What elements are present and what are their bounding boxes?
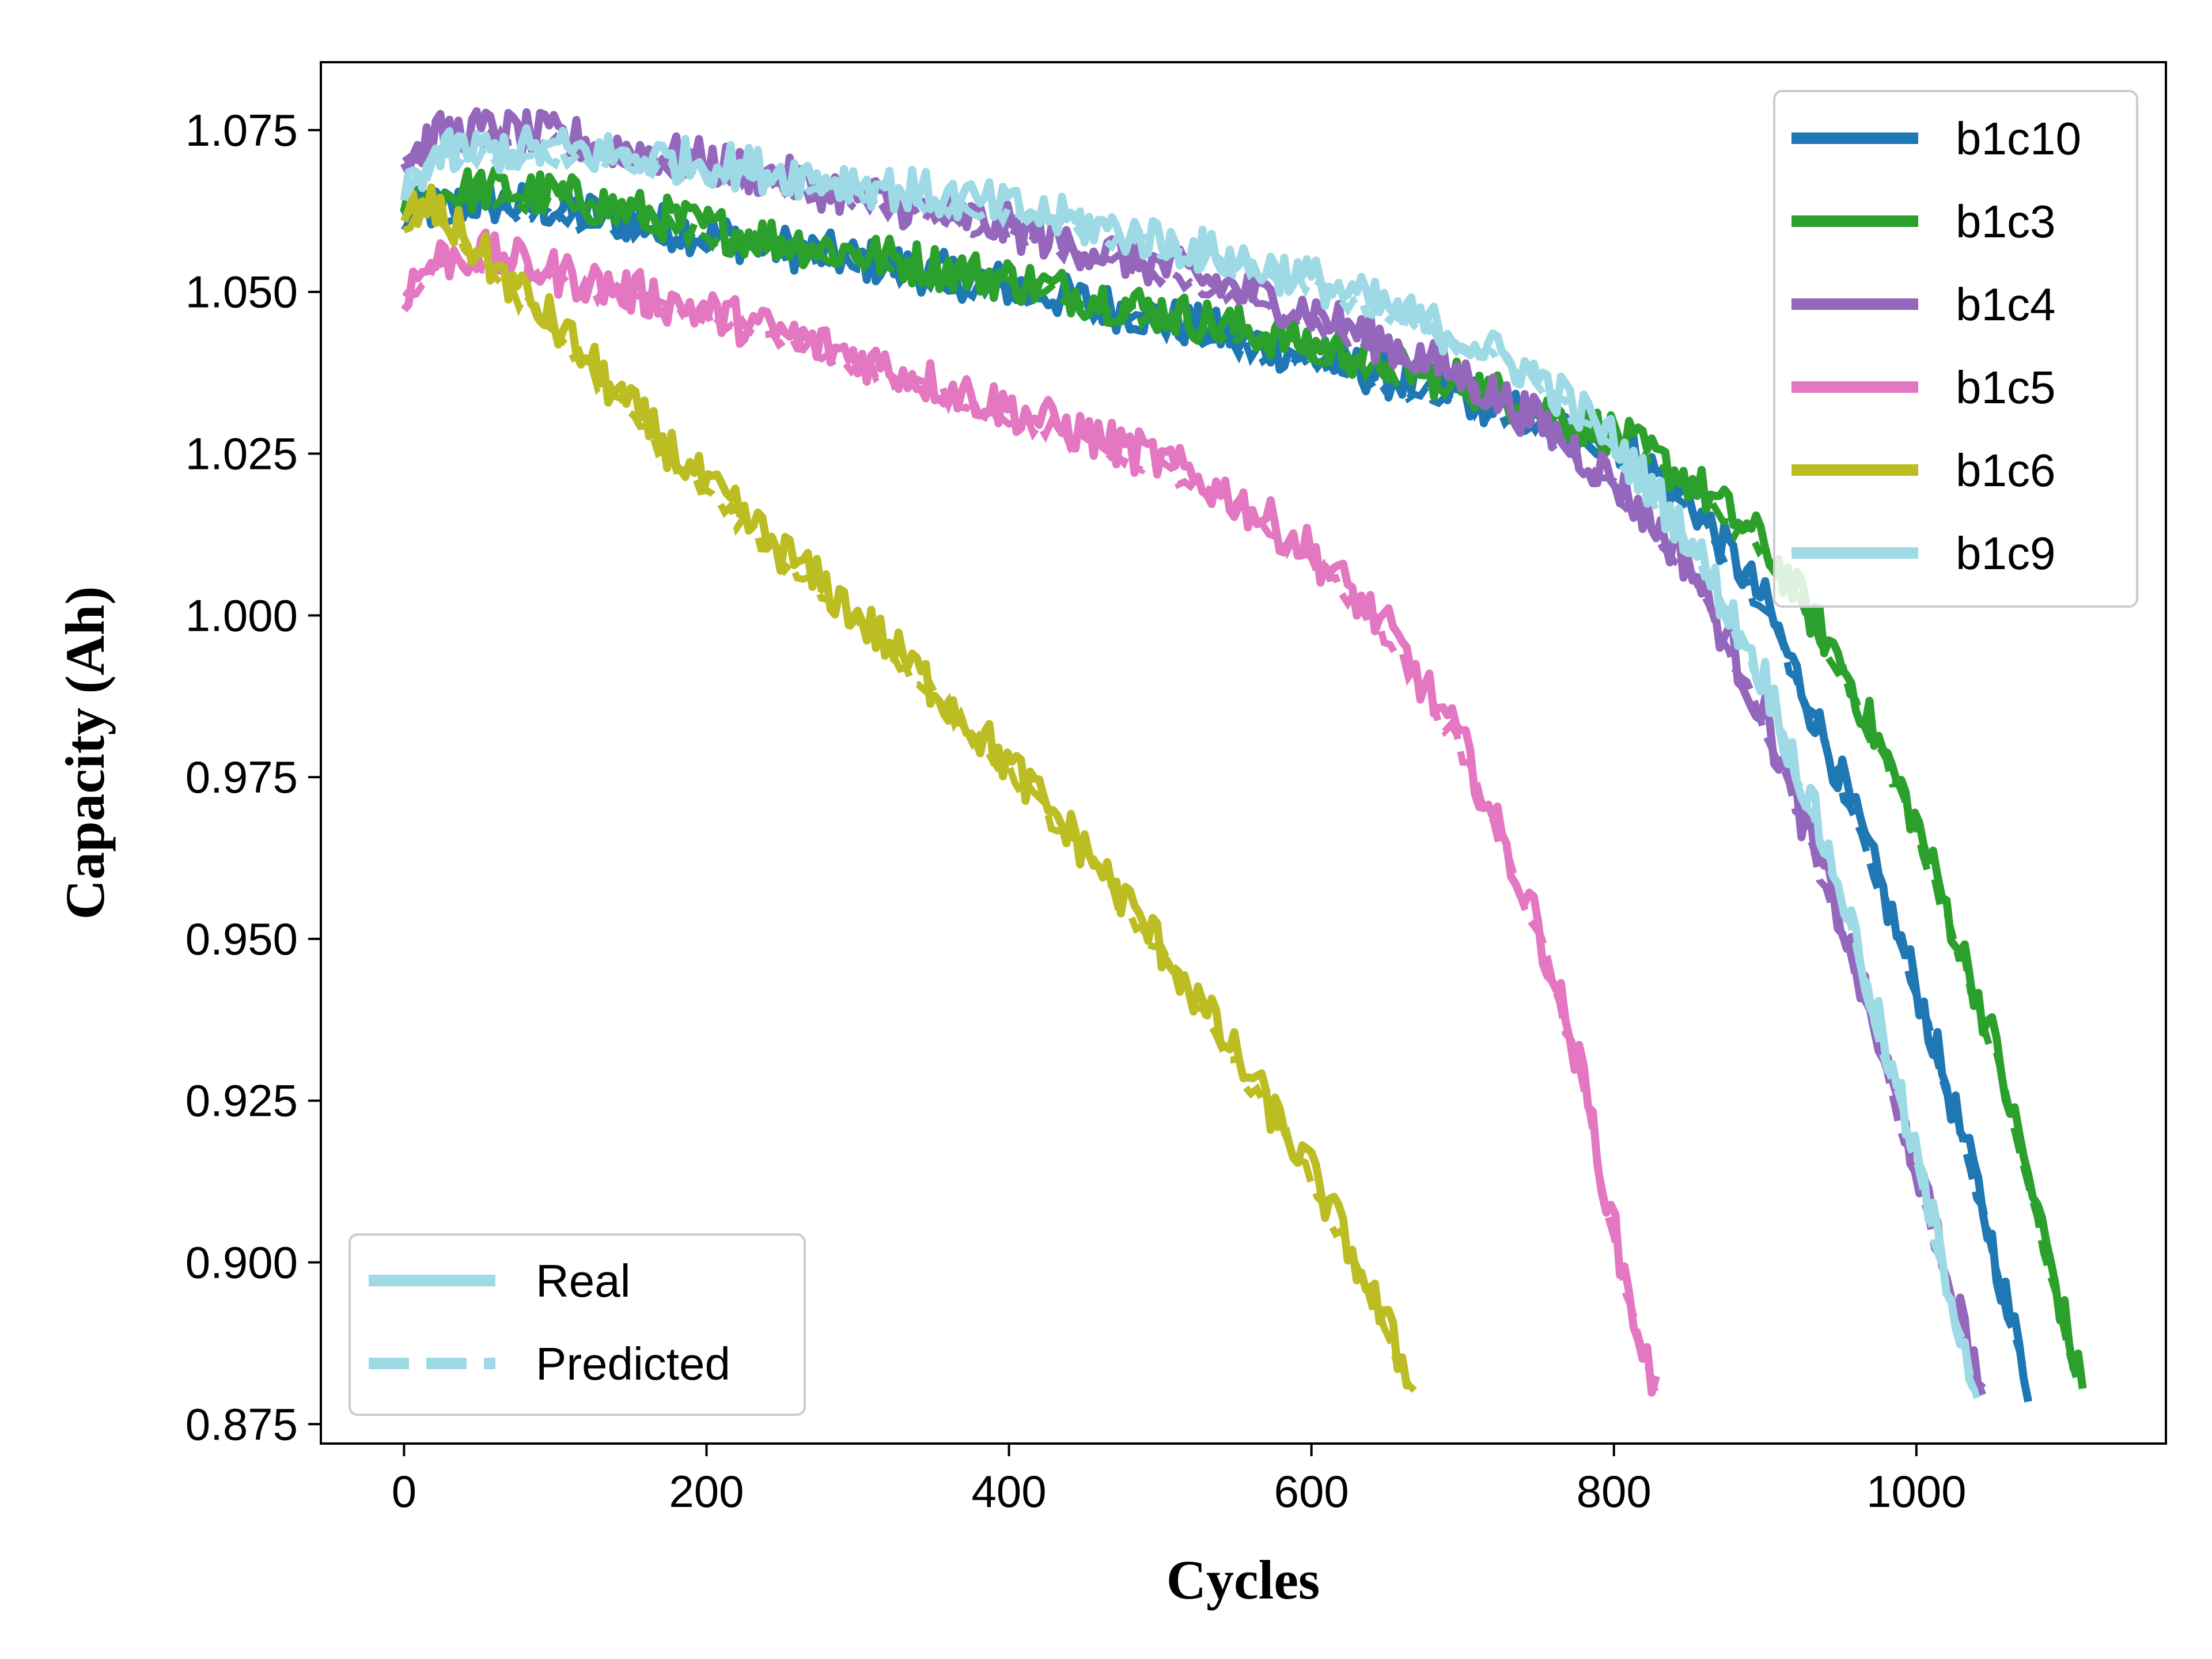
x-tick-label: 400 [971,1466,1046,1517]
y-tick-label: 1.000 [185,590,298,641]
legend-style: Real Predicted [349,1233,806,1416]
y-tick-label: 0.950 [185,914,298,964]
series-b1c4-predicted-line [402,124,1986,1396]
legend-label-b1c9: b1c9 [1956,528,2055,579]
legend-real-label: Real [536,1255,631,1306]
legend-label-b1c5: b1c5 [1956,362,2055,413]
y-tick-label: 0.925 [185,1075,298,1126]
series-b1c6-real-line [400,183,1414,1390]
legend-label-b1c10: b1c10 [1956,113,2081,164]
legend-label-b1c3: b1c3 [1956,196,2055,247]
series-b1c6-predicted-line [403,210,1417,1393]
legend-series: b1c10 b1c3 b1c4 b1c5 b1c6 b1c9 [1773,90,2138,608]
y-tick-label: 0.900 [185,1237,298,1288]
x-axis-title: Cycles [1166,1549,1320,1611]
series-b1c5-predicted-line [402,244,1660,1396]
x-tick-label: 0 [392,1466,416,1517]
y-tick-label: 0.975 [185,752,298,802]
x-tick-label: 800 [1577,1466,1652,1517]
x-tick-label: 200 [669,1466,744,1517]
y-axis-title: Capacity (Ah) [54,586,116,920]
y-tick-label: 1.025 [185,429,298,479]
legend-predicted-label: Predicted [536,1338,730,1389]
y-tick-label: 0.875 [185,1399,298,1449]
x-tick-label: 1000 [1866,1466,1967,1517]
y-tick-label: 1.050 [185,267,298,317]
y-axis: 0.875 0.900 0.925 0.950 0.975 1.000 1.025 1.050… [185,105,321,1449]
y-tick-label: 1.075 [185,105,298,156]
legend-label-b1c4: b1c4 [1956,279,2055,330]
legend-label-b1c6: b1c6 [1956,445,2055,496]
x-axis: 0 200 400 600 800 1000 [392,1444,1967,1517]
series-b1c10-real-line [400,181,2032,1403]
plot-frame [320,61,2167,1445]
x-tick-label: 600 [1274,1466,1349,1517]
